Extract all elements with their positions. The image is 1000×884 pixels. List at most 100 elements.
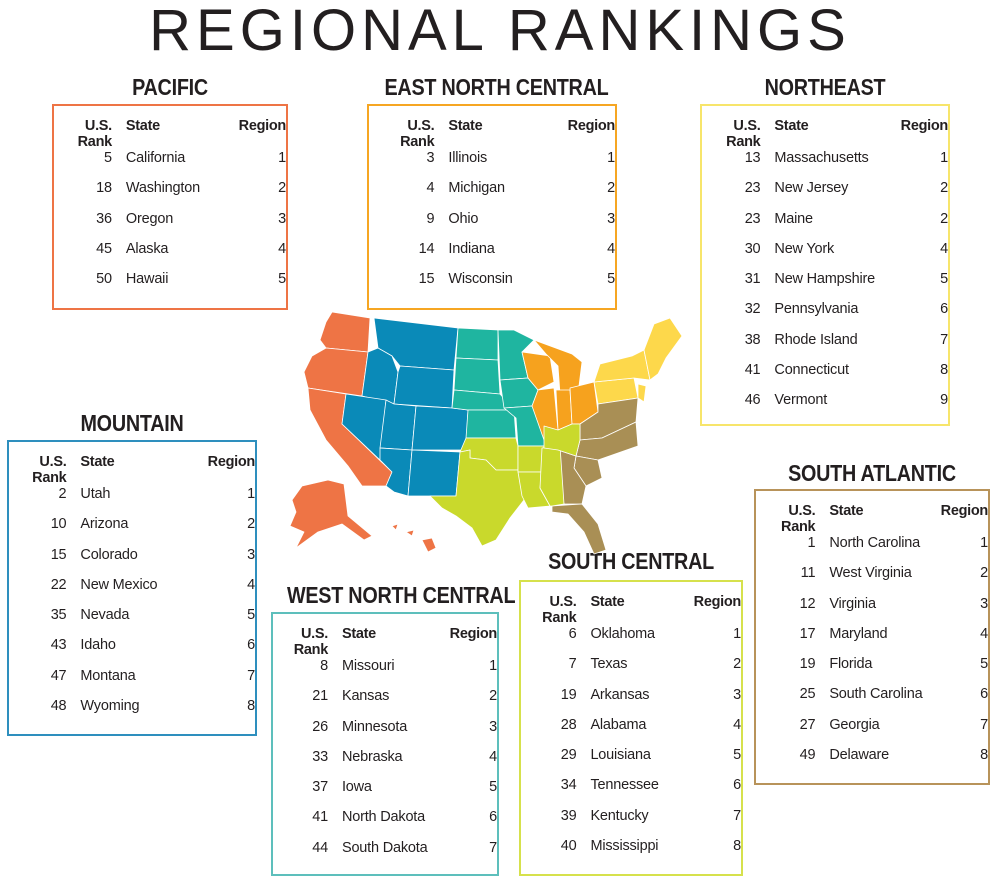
- column-header-rank: U.S. Rank: [726, 118, 761, 150]
- column-header-state: State: [829, 503, 864, 519]
- cell-state: Delaware: [829, 747, 889, 764]
- cell-rank: 25: [799, 686, 816, 703]
- cell-state: Wisconsin: [448, 271, 513, 288]
- table-row: 19 Florida 5: [760, 656, 989, 686]
- table-row: 44 South Dakota 7: [277, 840, 497, 870]
- rank-table: U.S. Rank State Region 6 Oklahoma 1 7 Texas 2 19 A…: [525, 594, 741, 868]
- cell-state: Iowa: [341, 779, 372, 796]
- cell-state: Nevada: [80, 607, 130, 624]
- column-header-region: Region: [207, 454, 256, 470]
- table-row: 12 Virginia 3: [760, 595, 989, 626]
- cell-rank: 26: [312, 718, 328, 735]
- cell-region: 1: [980, 535, 988, 551]
- cell-state: Maine: [774, 210, 813, 227]
- cell-rank: 27: [799, 716, 816, 733]
- cell-rank: 30: [744, 240, 761, 257]
- cell-state: Illinois: [448, 150, 488, 166]
- cell-rank: 36: [96, 210, 112, 227]
- map-north-dakota: [455, 327, 499, 361]
- cell-rank: 14: [418, 240, 435, 257]
- table-row: 37 Iowa 5: [277, 779, 497, 809]
- cell-state: California: [125, 150, 186, 166]
- cell-region: 2: [980, 565, 988, 582]
- rank-table: U.S. Rank State Region 2 Utah 1 10 Arizona 2 15 Co…: [13, 454, 255, 728]
- map-new-jersey: [637, 383, 647, 403]
- region-table-mountain: U.S. Rank State Region 2 Utah 1 10 Arizona 2 15 Co…: [7, 440, 257, 736]
- cell-state: Massachusetts: [774, 150, 869, 166]
- cell-state: Pennsylvania: [774, 301, 859, 318]
- cell-region: 3: [278, 210, 286, 227]
- table-row: 23 New Jersey 2: [706, 180, 949, 210]
- column-header-state: State: [448, 118, 483, 134]
- cell-rank: 13: [744, 150, 761, 166]
- cell-rank: 7: [568, 656, 577, 673]
- table-row: 15 Colorado 3: [13, 547, 256, 577]
- table-row: 32 Pennsylvania 6: [706, 301, 949, 331]
- region-heading-pacific: PACIFIC: [132, 74, 208, 100]
- column-header-state: State: [774, 118, 809, 134]
- cell-state: Texas: [590, 656, 628, 673]
- page-title: REGIONAL RANKINGS: [149, 0, 851, 63]
- region-heading-west-north-central: WEST NORTH CENTRAL: [286, 582, 516, 608]
- table-row: 13 Massachusetts 1: [706, 150, 949, 180]
- table-row: 40 Mississippi 8: [525, 838, 741, 868]
- column-header-state: State: [590, 594, 625, 610]
- cell-region: 2: [940, 180, 948, 197]
- cell-rank: 31: [744, 271, 761, 288]
- column-header-rank: U.S. Rank: [542, 594, 577, 626]
- cell-region: 5: [733, 747, 741, 764]
- cell-state: West Virginia: [829, 565, 912, 582]
- column-header-rank: U.S. Rank: [781, 503, 816, 535]
- cell-rank: 22: [50, 576, 67, 593]
- us-map-svg: [289, 311, 683, 555]
- cell-rank: 28: [560, 716, 577, 733]
- cell-region: 1: [940, 150, 948, 166]
- table-row: 4 Michigan 2: [373, 180, 616, 210]
- table-row: 41 North Dakota 6: [277, 809, 497, 839]
- map-new-york: [593, 349, 651, 383]
- map-wyoming: [393, 365, 455, 409]
- cell-region: 4: [733, 716, 741, 733]
- cell-state: Tennessee: [590, 777, 659, 794]
- cell-rank: 33: [312, 748, 328, 765]
- column-header-rank: U.S. Rank: [293, 626, 329, 658]
- table-row: 33 Nebraska 4: [277, 749, 497, 779]
- cell-rank: 41: [312, 809, 328, 826]
- cell-state: New York: [774, 240, 835, 257]
- table-row: 28 Alabama 4: [525, 717, 741, 747]
- cell-rank: 1: [807, 535, 816, 551]
- cell-state: Hawaii: [125, 271, 169, 288]
- cell-state: Nebraska: [341, 748, 403, 765]
- cell-region: 3: [980, 595, 988, 612]
- cell-region: 7: [940, 331, 948, 348]
- cell-state: New Mexico: [80, 576, 158, 593]
- table-row: 29 Louisiana 5: [525, 747, 741, 777]
- cell-region: 2: [489, 688, 497, 705]
- region-heading-south-atlantic: SOUTH ATLANTIC: [788, 460, 956, 486]
- cell-state: Florida: [829, 656, 873, 673]
- cell-state: Vermont: [774, 392, 828, 409]
- cell-rank: 43: [50, 637, 67, 654]
- table-row: 14 Indiana 4: [373, 240, 616, 271]
- cell-rank: 6: [568, 626, 577, 642]
- cell-state: Arkansas: [590, 686, 650, 703]
- region-heading-south-central: SOUTH CENTRAL: [548, 548, 714, 574]
- cell-rank: 23: [744, 180, 761, 197]
- cell-region: 9: [940, 392, 948, 409]
- table-header-row: U.S. Rank State Region: [373, 118, 615, 150]
- cell-region: 6: [980, 686, 988, 703]
- cell-region: 5: [247, 607, 255, 624]
- cell-region: 1: [278, 150, 286, 166]
- cell-state: North Dakota: [341, 809, 425, 826]
- cell-rank: 2: [58, 486, 67, 502]
- cell-region: 7: [489, 839, 497, 856]
- region-heading-east-north-central: EAST NORTH CENTRAL: [384, 74, 609, 100]
- cell-rank: 48: [50, 698, 67, 715]
- table-header-row: U.S. Rank State Region: [13, 454, 255, 486]
- cell-state: Missouri: [341, 658, 395, 674]
- cell-region: 2: [278, 180, 286, 197]
- map-colorado: [411, 405, 469, 451]
- cell-rank: 38: [744, 331, 761, 348]
- cell-rank: 8: [320, 658, 328, 674]
- cell-region: 2: [733, 656, 741, 673]
